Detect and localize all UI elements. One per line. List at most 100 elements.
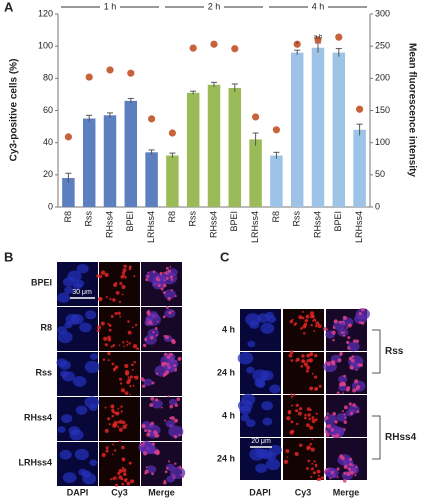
cy3-signal: [101, 452, 106, 458]
column-label: Cy3: [111, 487, 128, 497]
cy3-signal: [98, 274, 103, 279]
cy3-signal: [326, 412, 329, 415]
y-tick-label: 60: [43, 105, 53, 115]
cy3-signal: [112, 298, 116, 302]
cy3-signal: [155, 450, 160, 456]
intensity-dot: [293, 40, 301, 48]
nucleus: [260, 370, 274, 381]
bar: [290, 52, 304, 207]
cy3-signal: [343, 420, 348, 424]
cy3-signal: [114, 365, 119, 369]
nucleus: [163, 289, 176, 299]
cy3-signal: [335, 433, 340, 438]
cy3-signal: [123, 478, 128, 483]
cy3-signal: [301, 310, 304, 313]
cy3-signal: [333, 319, 338, 324]
cy3-signal: [157, 278, 161, 282]
nucleus: [265, 458, 281, 471]
cy3-signal: [343, 471, 347, 475]
cy3-signal: [100, 321, 105, 326]
cy3-signal: [312, 319, 315, 322]
cy3-signal: [314, 387, 318, 391]
bar: [249, 139, 262, 207]
cy3-signal: [123, 345, 125, 348]
panel-label: C: [220, 249, 230, 264]
x-tick-label: Rss: [292, 211, 302, 227]
cy3-signal: [127, 378, 132, 382]
cy3-signal: [132, 384, 135, 387]
bar: [270, 155, 283, 207]
cy3-signal: [162, 480, 167, 485]
nucleus: [256, 380, 266, 388]
y2-tick-label: 50: [375, 169, 385, 179]
y2-tick-label: 300: [375, 8, 390, 18]
row-label: LRHss4: [18, 457, 52, 467]
cy3-signal: [103, 336, 108, 341]
cy3-signal: [295, 359, 298, 363]
cy3-signal: [309, 442, 313, 446]
cy3-signal: [107, 335, 111, 340]
cy3-signal: [290, 420, 294, 424]
cy3-signal: [177, 358, 180, 361]
y2-tick-label: 0: [375, 201, 380, 211]
cy3-signal: [121, 457, 126, 462]
cy3-signal: [349, 365, 354, 370]
column-label: Merge: [148, 487, 175, 497]
cy3-signal: [123, 264, 127, 268]
cy3-signal: [315, 412, 318, 415]
bar: [62, 178, 75, 207]
nucleus: [69, 429, 84, 441]
cy3-signal: [142, 378, 145, 382]
significance-mark: a,b: [314, 35, 323, 41]
nucleus: [67, 270, 82, 282]
cy3-signal: [305, 369, 309, 373]
cy3-signal: [310, 315, 313, 319]
nucleus: [64, 286, 74, 294]
cy3-signal: [127, 320, 130, 323]
cy3-signal: [317, 324, 322, 329]
cy3-signal: [128, 342, 131, 345]
cy3-signal: [121, 482, 125, 486]
cy3-signal: [105, 446, 109, 450]
y-tick-label: 120: [38, 8, 53, 18]
cy3-signal: [294, 409, 297, 412]
cy3-signal: [299, 443, 303, 448]
cy3-signal: [295, 403, 299, 408]
cy3-signal: [342, 392, 344, 394]
cy3-signal: [315, 465, 318, 468]
cy3-signal: [324, 360, 328, 363]
cy3-signal: [117, 471, 121, 475]
cy3-signal: [127, 376, 130, 379]
row-label: Rss: [35, 367, 52, 377]
cy3-signal: [290, 359, 294, 362]
cy3-signal: [171, 310, 174, 313]
cy3-signal: [314, 375, 318, 379]
cy3-signal: [154, 398, 159, 402]
cy3-signal: [129, 384, 132, 388]
cy3-signal: [325, 468, 328, 471]
cy3-signal: [118, 439, 122, 443]
cy3-signal: [133, 275, 136, 278]
bar: [332, 52, 346, 207]
cy3-signal: [314, 353, 318, 358]
cy3-signal: [162, 291, 166, 295]
cy3-signal: [293, 393, 296, 396]
cy3-signal: [355, 339, 360, 344]
cy3-signal: [126, 344, 129, 347]
nucleus: [355, 308, 371, 320]
cy3-signal: [149, 403, 154, 407]
nucleus: [59, 449, 72, 460]
x-tick-label: RHss4: [104, 211, 114, 238]
cy3-signal: [313, 318, 316, 321]
cy3-signal: [113, 422, 118, 427]
cy3-signal: [121, 466, 124, 469]
cy3-signal: [109, 298, 112, 301]
cy3-signal: [289, 319, 294, 324]
cy3-signal: [334, 420, 338, 424]
cy3-signal: [164, 419, 167, 422]
cy3-signal: [117, 408, 120, 410]
x-tick-label: BPEI: [229, 211, 239, 232]
cy3-signal: [298, 407, 303, 411]
cy3-signal: [286, 456, 289, 459]
cy3-signal: [112, 344, 116, 347]
